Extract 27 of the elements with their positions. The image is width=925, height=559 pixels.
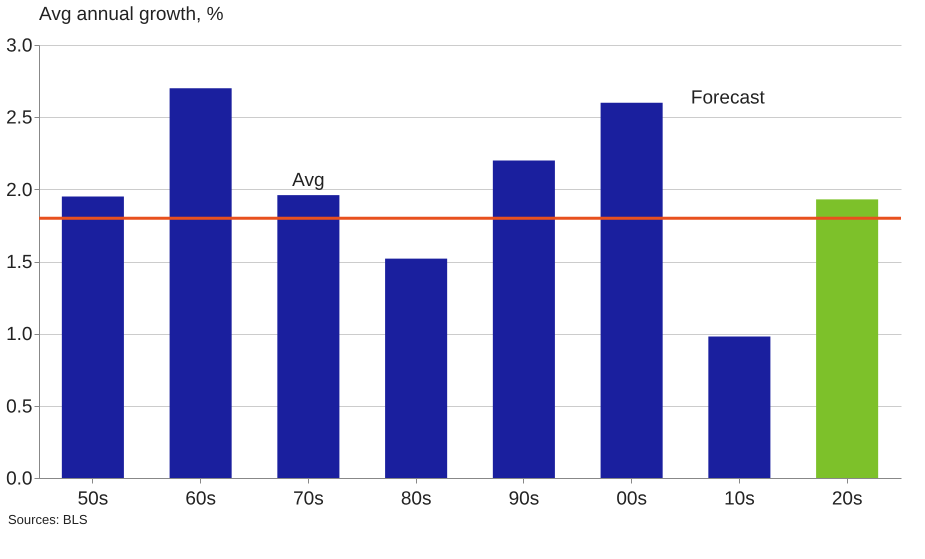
ref-line-label: Avg <box>292 170 325 192</box>
x-tick-label: 00s <box>616 488 647 510</box>
y-tick-label: 1.5 <box>6 252 32 273</box>
x-tick-label: 70s <box>293 488 324 510</box>
y-tick-label: 2.0 <box>6 180 32 201</box>
x-tick-label: 50s <box>78 488 108 510</box>
y-tick-label: 2.5 <box>6 108 32 129</box>
bar <box>385 258 448 478</box>
y-tick-label: 0.0 <box>6 468 32 490</box>
x-tick-label: 80s <box>400 488 432 510</box>
bar <box>600 102 663 478</box>
x-tick-label: 10s <box>724 488 755 510</box>
x-tick-label: 60s <box>185 488 216 510</box>
y-tick-label: 3.0 <box>6 36 32 56</box>
y-tick-label: 1.0 <box>6 324 32 346</box>
bar <box>62 196 124 478</box>
bar <box>708 336 770 478</box>
source-note: Sources: BLS <box>8 512 88 527</box>
bar <box>277 195 340 478</box>
x-tick-label: 90s <box>508 488 540 510</box>
bar <box>816 199 878 478</box>
y-tick-label: 0.5 <box>6 396 32 418</box>
bar <box>170 88 232 478</box>
annotation: Forecast <box>690 87 766 108</box>
x-tick-label: 20s <box>832 488 862 510</box>
chart-subtitle: Avg annual growth, % <box>39 4 224 25</box>
bar <box>492 160 555 478</box>
